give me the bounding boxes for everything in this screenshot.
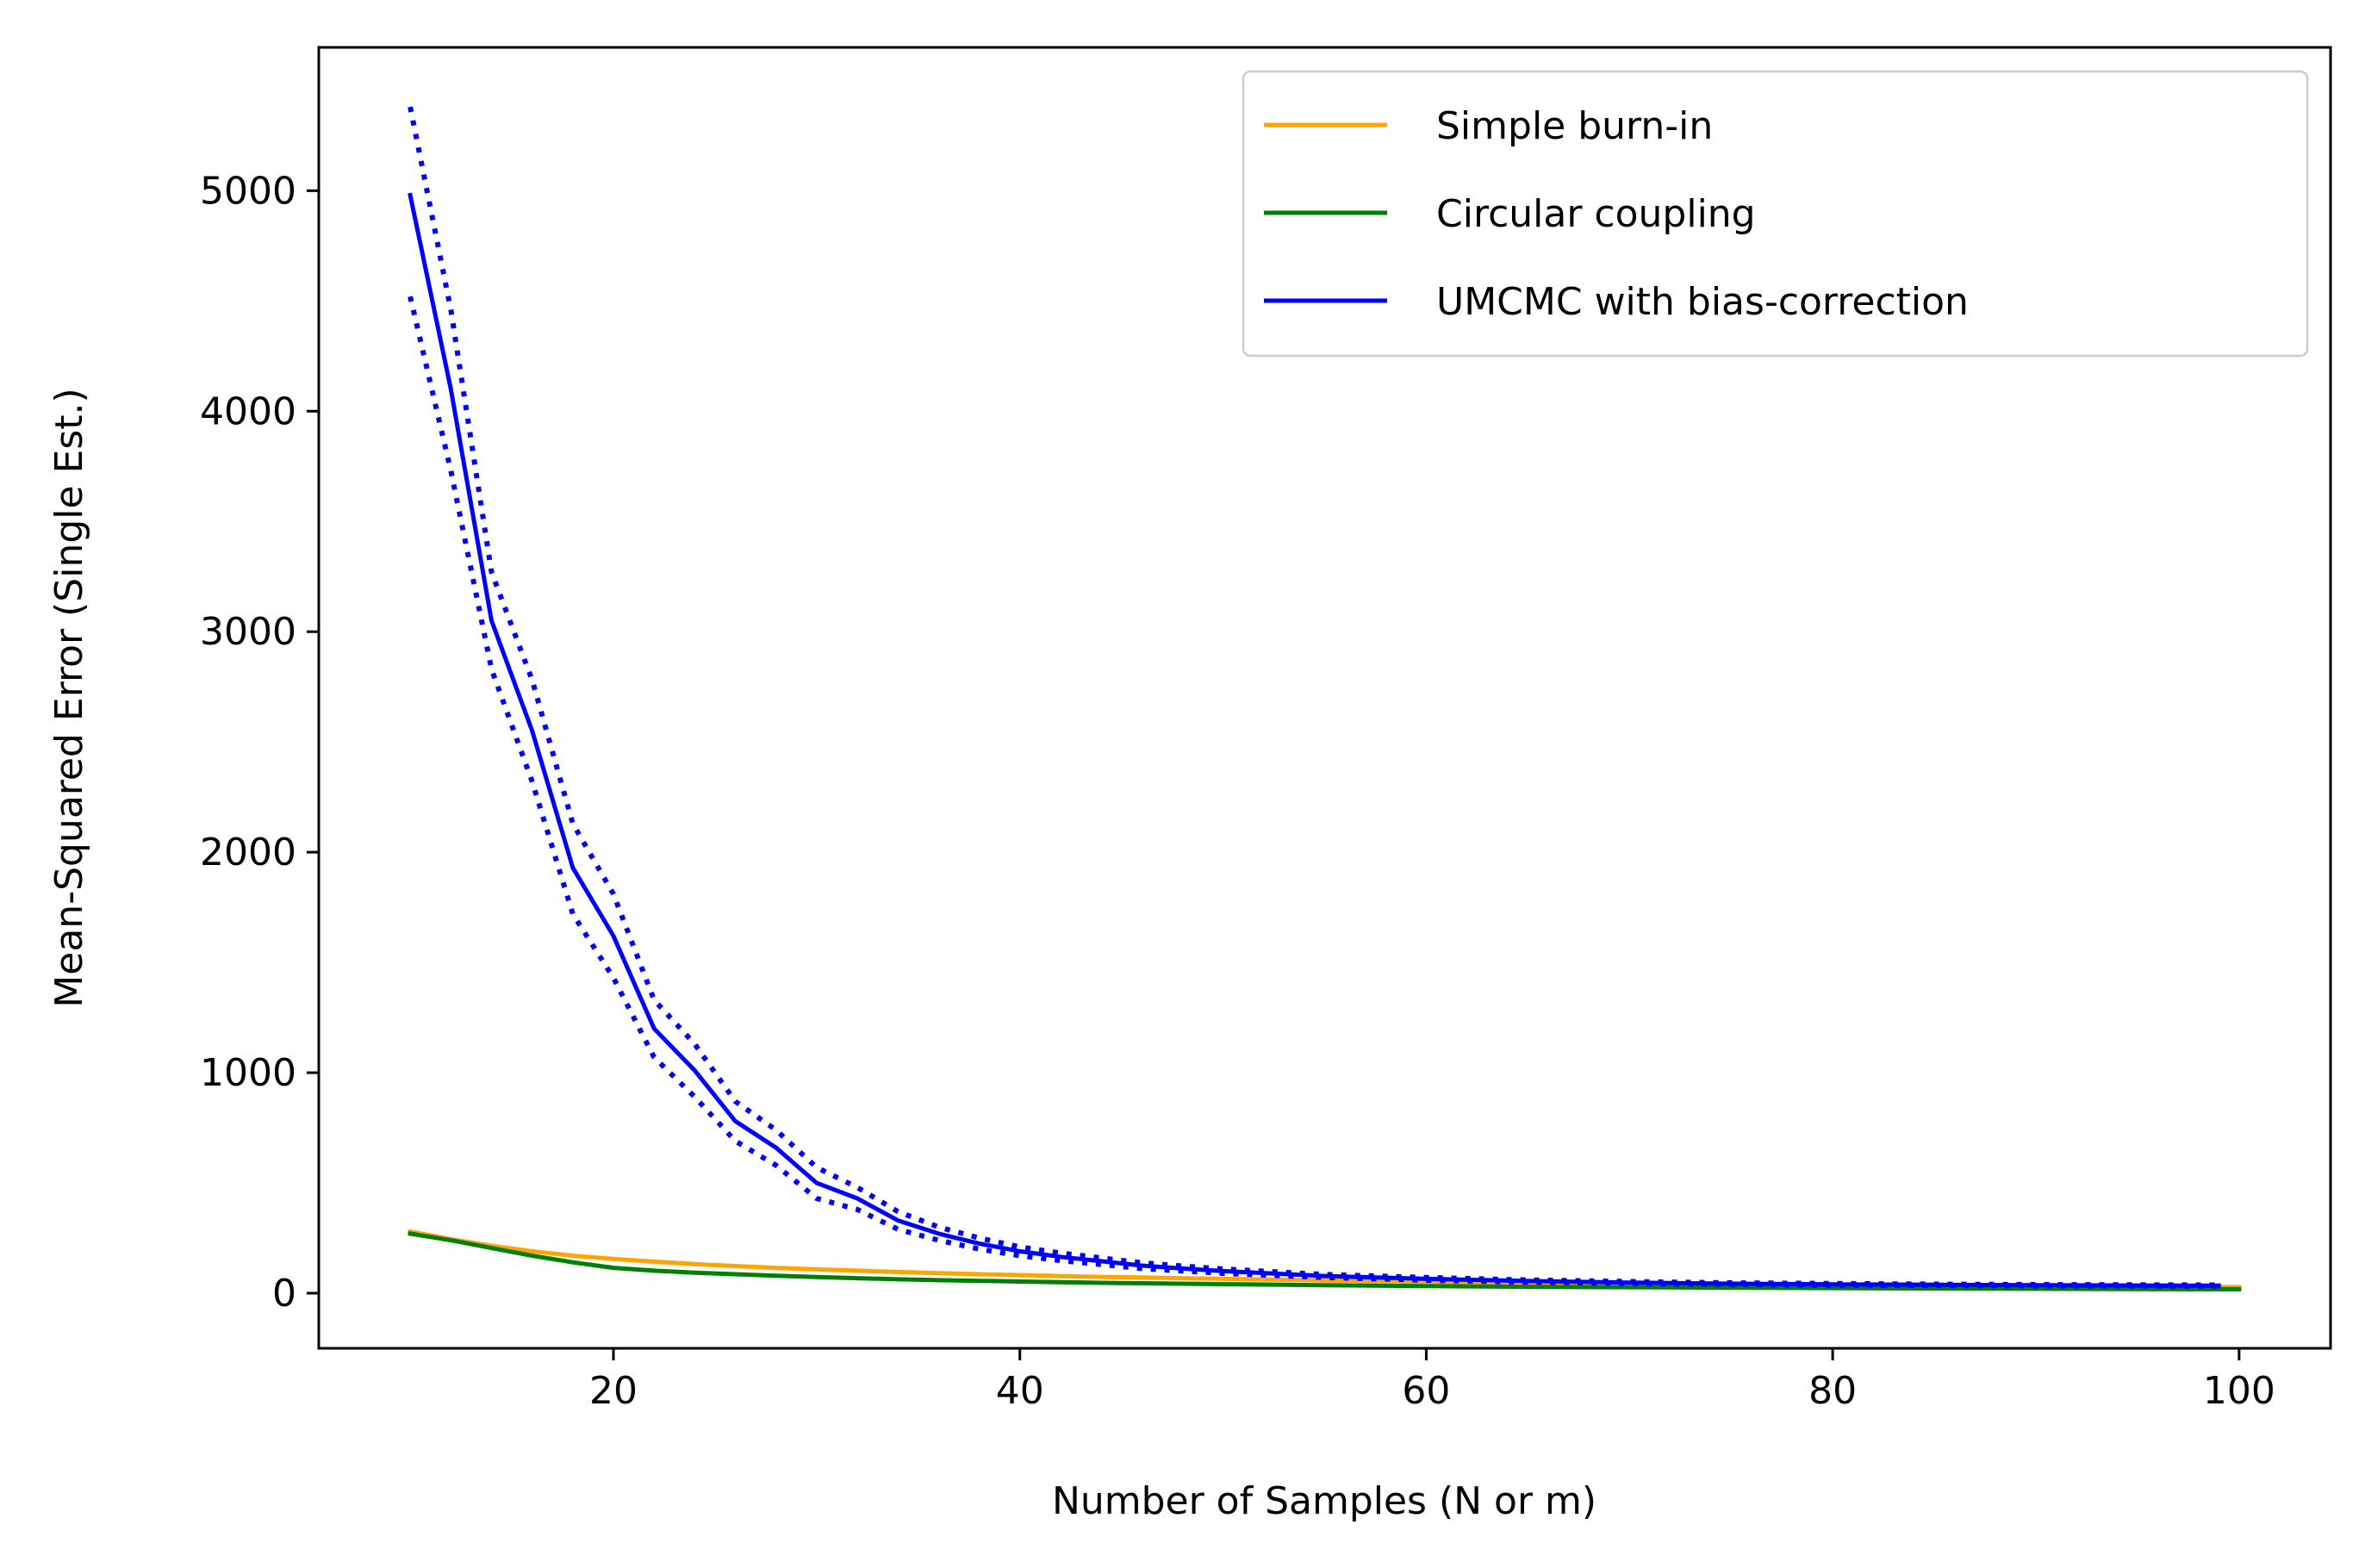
plot-area-frame	[317, 46, 2332, 1350]
series-layer	[408, 106, 2242, 1291]
y-tick-label: 3000	[200, 610, 296, 654]
y-tick-label: 0	[272, 1272, 296, 1316]
legend-label-2: UMCMC with bias-correction	[1436, 280, 1969, 324]
legend-label-1: Circular coupling	[1436, 192, 1756, 236]
y-axis-label: Mean-Squared Error (Single Est.)	[47, 388, 91, 1007]
legend-label-0: Simple burn-in	[1436, 104, 1713, 148]
x-tick-label: 20	[589, 1369, 638, 1413]
x-tick-label: 100	[2203, 1369, 2275, 1413]
x-tick-label: 40	[996, 1369, 1044, 1413]
x-tick-label: 60	[1402, 1369, 1450, 1413]
series-line-1	[408, 1231, 2242, 1291]
x-axis-label: Number of Samples (N or m)	[1052, 1479, 1596, 1523]
x-tick-label: 80	[1808, 1369, 1857, 1413]
y-tick-label: 5000	[200, 169, 296, 213]
y-tick-label: 2000	[200, 831, 296, 874]
series-line-4	[408, 296, 2219, 1290]
y-tick-label: 4000	[200, 389, 296, 433]
legend-box	[1242, 70, 2309, 358]
legend: Simple burn-in Circular coupling UMCMC wit…	[1242, 70, 2309, 358]
y-tick-label: 1000	[200, 1051, 296, 1095]
